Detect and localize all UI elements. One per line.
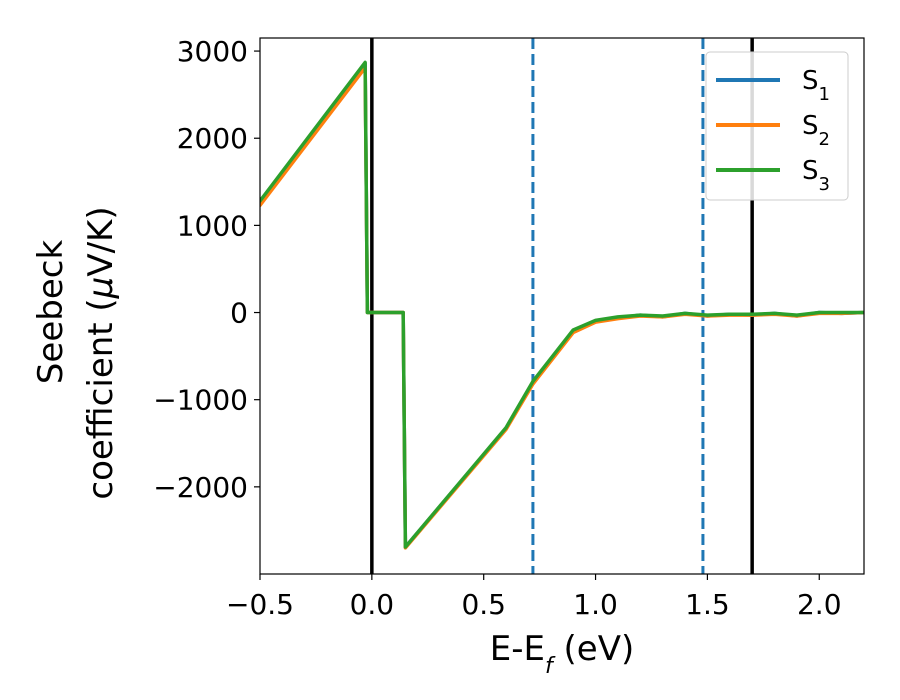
series-line-S3: [260, 60, 864, 549]
y-tick-label: 1000: [177, 209, 248, 242]
plot-frame: [259, 37, 865, 575]
y-tick-label: 3000: [177, 35, 248, 68]
y-axis: −2000 −1000 0 1000 2000 3000: [153, 35, 260, 504]
x-tick-label: 0.5: [461, 588, 506, 621]
x-tick-label: 2.0: [797, 588, 842, 621]
x-tick-label: 1.0: [573, 588, 618, 621]
y-tick-label: −1000: [153, 384, 248, 417]
x-axis-title: E-Ef (eV): [490, 629, 635, 679]
legend-label-S3: S3: [802, 156, 830, 195]
x-tick-label: 1.5: [685, 588, 730, 621]
x-tick-label: 0.0: [350, 588, 395, 621]
legend: S1 S2 S3: [705, 51, 849, 201]
x-axis: −0.5 0.0 0.5 1.0 1.5 2.0: [226, 574, 842, 621]
y-tick-label: −2000: [153, 471, 248, 504]
y-axis-title-line1: Seebeck: [31, 240, 71, 385]
x-tick-label: −0.5: [226, 588, 294, 621]
legend-label-S1: S1: [802, 66, 830, 105]
y-tick-label: 0: [230, 297, 248, 330]
y-axis-title-line2: coefficient (μV/K): [81, 206, 121, 499]
series-layer: [260, 60, 864, 550]
legend-label-S2: S2: [802, 111, 830, 150]
y-tick-label: 2000: [177, 122, 248, 155]
